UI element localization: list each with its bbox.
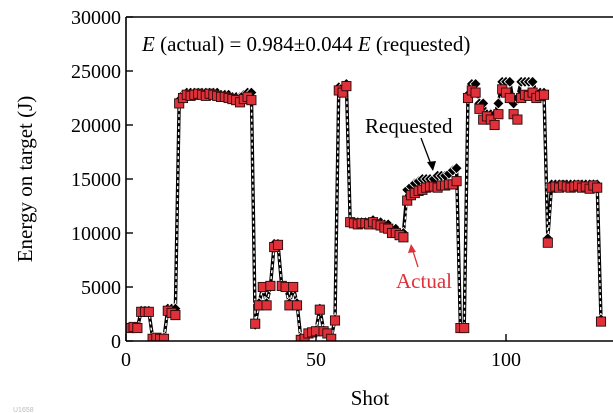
actual-point — [272, 239, 284, 250]
actual-arrow — [408, 244, 419, 268]
actual-point — [143, 306, 154, 317]
y-tick-label: 30000 — [71, 7, 121, 29]
actual-point — [265, 280, 276, 291]
y-tick-label: 25000 — [71, 61, 121, 83]
actual-point — [504, 92, 515, 104]
actual-point — [595, 316, 607, 327]
actual-point — [459, 322, 470, 334]
requested-point — [492, 97, 505, 110]
x-axis-ticks: 0 50 100 — [121, 334, 521, 371]
y-tick-label: 10000 — [71, 223, 121, 245]
y-tick-label: 20000 — [71, 115, 121, 137]
y-tick-label: 15000 — [71, 169, 121, 191]
actual-point — [512, 114, 523, 125]
corner-label: U1658 — [13, 407, 34, 413]
data-layer — [126, 75, 608, 341]
y-tick-label: 0 — [111, 331, 121, 353]
actual-point — [291, 300, 303, 311]
requested-annotation: Requested — [365, 114, 453, 138]
actual-point — [451, 176, 462, 187]
y-tick-label: 5000 — [81, 277, 121, 299]
actual-point — [538, 89, 550, 100]
requested-arrow — [420, 137, 436, 171]
equation-var-1: E — [141, 32, 155, 56]
actual-point — [132, 322, 143, 334]
equation-var-2: E — [357, 32, 371, 56]
actual-point — [341, 81, 352, 92]
actual-point — [542, 237, 553, 248]
actual-point — [592, 182, 603, 193]
actual-point — [398, 232, 409, 243]
actual-point — [288, 281, 299, 293]
actual-point — [261, 300, 272, 311]
y-axis-ticks: 0 5000 10000 15000 20000 25000 30000 — [71, 7, 133, 353]
equation-annotation: E (actual) = 0.984±0.044 E (requested) — [141, 32, 470, 56]
actual-annotation: Actual — [396, 269, 452, 293]
actual-point — [158, 333, 170, 341]
x-tick-label: 0 — [121, 349, 131, 371]
y-axis-label: Energy on target (J) — [13, 96, 37, 263]
actual-point — [329, 315, 341, 326]
actual-point — [170, 310, 181, 321]
actual-point — [246, 95, 257, 106]
requested-point — [450, 162, 463, 175]
requested-point — [526, 75, 539, 88]
plot-frame — [125, 16, 613, 342]
equation-suffix: (requested) — [371, 32, 471, 56]
actual-point — [489, 119, 500, 131]
actual-point — [493, 109, 504, 120]
x-axis-label: Shot — [351, 386, 390, 410]
actual-point — [470, 87, 481, 98]
actual-point — [474, 103, 485, 114]
actual-point — [314, 304, 325, 315]
actual-markers — [126, 81, 607, 341]
x-tick-label: 100 — [491, 349, 521, 371]
x-tick-label: 50 — [306, 349, 326, 371]
actual-point — [250, 318, 261, 329]
equation-mid: (actual) = 0.984±0.044 — [155, 32, 358, 56]
actual-point — [326, 333, 337, 341]
